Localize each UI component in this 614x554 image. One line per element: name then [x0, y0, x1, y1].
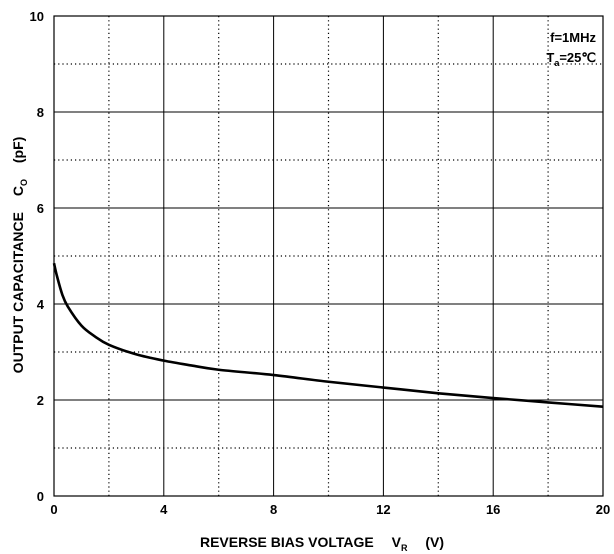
x-axis-label-subscript: R: [401, 543, 408, 553]
x-tick-label: 0: [50, 502, 57, 517]
x-tick-label: 12: [376, 502, 390, 517]
y-axis-label-subscript: O: [19, 179, 29, 186]
x-axis-label-unit: (V): [425, 534, 444, 550]
y-tick-label: 10: [30, 9, 44, 24]
x-tick-label: 20: [596, 502, 610, 517]
y-axis-label-main: OUTPUT CAPACITANCE: [10, 212, 26, 373]
series-group: [52, 262, 604, 409]
annotation-temperature-subscript: a: [554, 58, 560, 68]
x-tick-label: 16: [486, 502, 500, 517]
y-tick-label: 8: [37, 105, 44, 120]
y-tick-label: 2: [37, 393, 44, 408]
y-tick-label: 6: [37, 201, 44, 216]
y-tick-label: 4: [37, 297, 45, 312]
series-line-capacitance: [52, 262, 604, 409]
annotation-temperature: Ta=25℃: [546, 50, 596, 68]
annotation-frequency: f=1MHz: [550, 30, 596, 45]
annotation-temperature-value: =25℃: [559, 50, 596, 65]
grid-lines: [54, 16, 603, 496]
x-axis-label-symbol: V: [392, 534, 402, 550]
y-axis-label-unit: (pF): [10, 137, 26, 163]
tick-labels: 0 4 8 12 16 20 0 2 4 6 8 10: [30, 9, 611, 517]
annotation-temperature-symbol: T: [546, 50, 554, 65]
y-tick-label: 0: [37, 489, 44, 504]
y-axis-label-symbol: C: [10, 186, 26, 196]
x-axis-label: REVERSE BIAS VOLTAGE VR (V): [200, 534, 444, 554]
plot-frame: [53, 15, 604, 497]
x-tick-label: 4: [160, 502, 168, 517]
x-axis-label-main: REVERSE BIAS VOLTAGE: [200, 534, 374, 550]
y-axis-label: OUTPUT CAPACITANCE CO (pF): [10, 137, 30, 374]
x-tick-label: 8: [270, 502, 277, 517]
